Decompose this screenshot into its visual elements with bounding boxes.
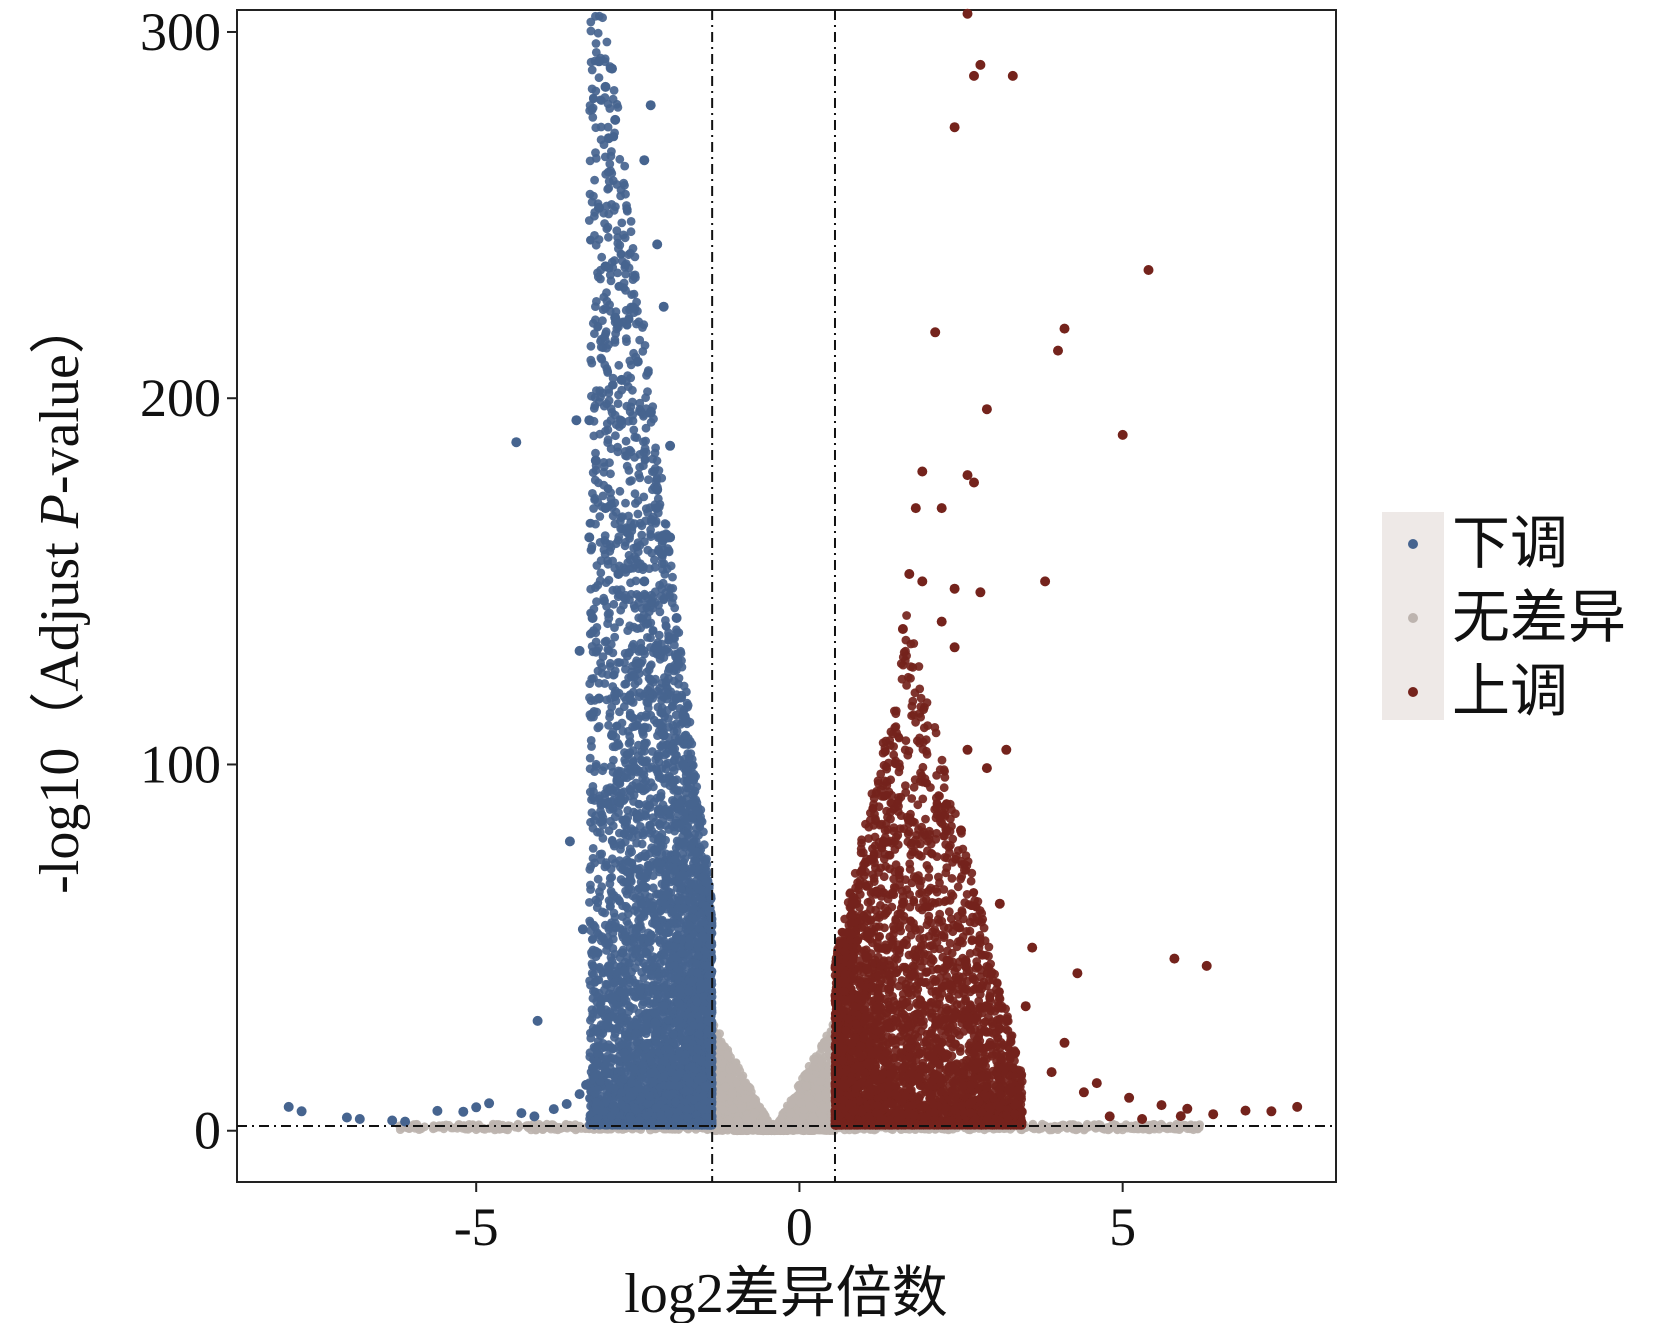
data-point-none (1149, 1121, 1159, 1130)
data-point-down (586, 736, 596, 745)
data-point-down (614, 390, 623, 400)
data-point-none (718, 1092, 727, 1102)
data-point-none (513, 1123, 523, 1133)
data-point-none (721, 1082, 730, 1092)
data-point-down (621, 334, 631, 343)
data-point-none (783, 1120, 793, 1130)
data-point-down (652, 456, 662, 466)
data-point-none (429, 1122, 438, 1132)
data-point-none (471, 1125, 481, 1135)
data-point-down (590, 175, 599, 185)
data-point-down (598, 766, 607, 776)
data-point-down (615, 617, 624, 627)
data-point-none (819, 1103, 829, 1113)
data-point-none (740, 1094, 750, 1103)
data-point-down (586, 26, 596, 36)
data-point-none (801, 1081, 811, 1091)
data-point-down (595, 512, 605, 521)
data-point-down (604, 232, 613, 242)
data-point-down (611, 329, 620, 338)
data-point-none (791, 1122, 800, 1132)
data-point-down (633, 509, 643, 519)
data-point-down (603, 609, 613, 619)
data-point-down (632, 590, 642, 599)
data-point-none (723, 1050, 732, 1060)
data-point-down (586, 885, 595, 894)
data-point-none (409, 1120, 419, 1129)
data-point-down (604, 575, 614, 585)
data-point-none (776, 1115, 785, 1125)
data-point-down (588, 823, 598, 833)
data-point-down (603, 184, 613, 194)
data-point-down (594, 73, 604, 83)
data-point-down (610, 256, 619, 265)
data-point-none (819, 1069, 829, 1078)
data-point-down (586, 17, 596, 27)
plot-panel (236, 9, 1337, 1183)
data-point-down (627, 476, 636, 485)
data-point-down (613, 399, 623, 408)
data-point-none (733, 1116, 743, 1126)
data-point-down (626, 578, 635, 588)
data-point-none (1043, 1123, 1053, 1133)
data-point-none (728, 1104, 738, 1114)
data-point-down (602, 37, 612, 47)
data-point-none (741, 1078, 750, 1087)
data-point-none (810, 1055, 819, 1065)
data-point-none (718, 1041, 728, 1051)
data-point-none (1123, 1121, 1133, 1131)
data-point-down (632, 624, 642, 633)
data-point-none (723, 1125, 733, 1135)
data-point-none (811, 1085, 821, 1094)
data-point-down (619, 600, 628, 610)
data-point-down (678, 838, 688, 847)
data-point-down (603, 167, 613, 177)
data-point-down (617, 218, 627, 228)
data-point-none (786, 1109, 796, 1118)
data-point-down (605, 658, 615, 668)
data-point-none (749, 1099, 758, 1109)
data-point-down (585, 898, 594, 907)
data-point-none (821, 1124, 831, 1134)
data-point-down (620, 180, 629, 190)
data-point-none (786, 1099, 796, 1109)
data-point-none (1161, 1123, 1170, 1133)
data-point-down (603, 619, 612, 629)
data-point-down (593, 874, 603, 884)
data-point-down (609, 86, 619, 95)
data-point-down (644, 475, 653, 485)
data-point-none (547, 1120, 557, 1129)
data-point-down (589, 431, 599, 441)
data-point-none (818, 1112, 828, 1122)
data-point-down (623, 626, 633, 635)
data-point-none (816, 1077, 826, 1086)
data-point-down (621, 498, 630, 508)
data-point-down (587, 358, 597, 368)
data-point-none (806, 1126, 816, 1135)
data-point-none (802, 1072, 812, 1082)
data-point-none (808, 1112, 818, 1122)
data-point-down (597, 252, 607, 262)
data-point-down (596, 122, 606, 132)
data-point-none (728, 1063, 738, 1073)
data-point-none (805, 1101, 815, 1111)
data-point-none (814, 1093, 824, 1103)
data-point-down (590, 475, 600, 485)
data-point-none (737, 1103, 747, 1113)
data-point-down (649, 845, 659, 854)
data-point-none (750, 1108, 760, 1118)
data-point-none (531, 1125, 540, 1135)
data-point-none (420, 1122, 429, 1132)
